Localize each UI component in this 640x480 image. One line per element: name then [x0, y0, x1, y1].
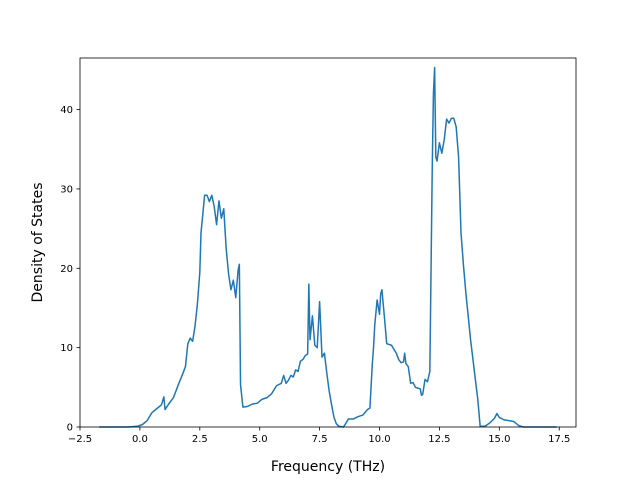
y-tick-label: 30 [60, 185, 73, 196]
x-tick-label: 12.5 [428, 434, 450, 445]
y-tick-label: 0 [67, 423, 73, 434]
x-tick-label: 2.5 [192, 434, 208, 445]
x-tick-label: 5.0 [252, 434, 268, 445]
x-tick-label: 10.0 [368, 434, 390, 445]
x-tick-label: 17.5 [548, 434, 570, 445]
y-tick-label: 20 [60, 264, 73, 275]
x-tick-label: 0.0 [132, 434, 148, 445]
x-tick-label: 15.0 [488, 434, 510, 445]
dos-series-line [99, 66, 557, 428]
x-axis-title: Frequency (THz) [271, 459, 385, 475]
x-tick-label: −2.5 [68, 434, 92, 445]
plot-area [79, 57, 577, 428]
axes-frame [79, 57, 577, 428]
y-axis-title: Density of States [30, 183, 46, 303]
y-tick-label: 10 [60, 343, 73, 354]
x-tick-label: 7.5 [312, 434, 328, 445]
y-tick-label: 40 [60, 105, 73, 116]
